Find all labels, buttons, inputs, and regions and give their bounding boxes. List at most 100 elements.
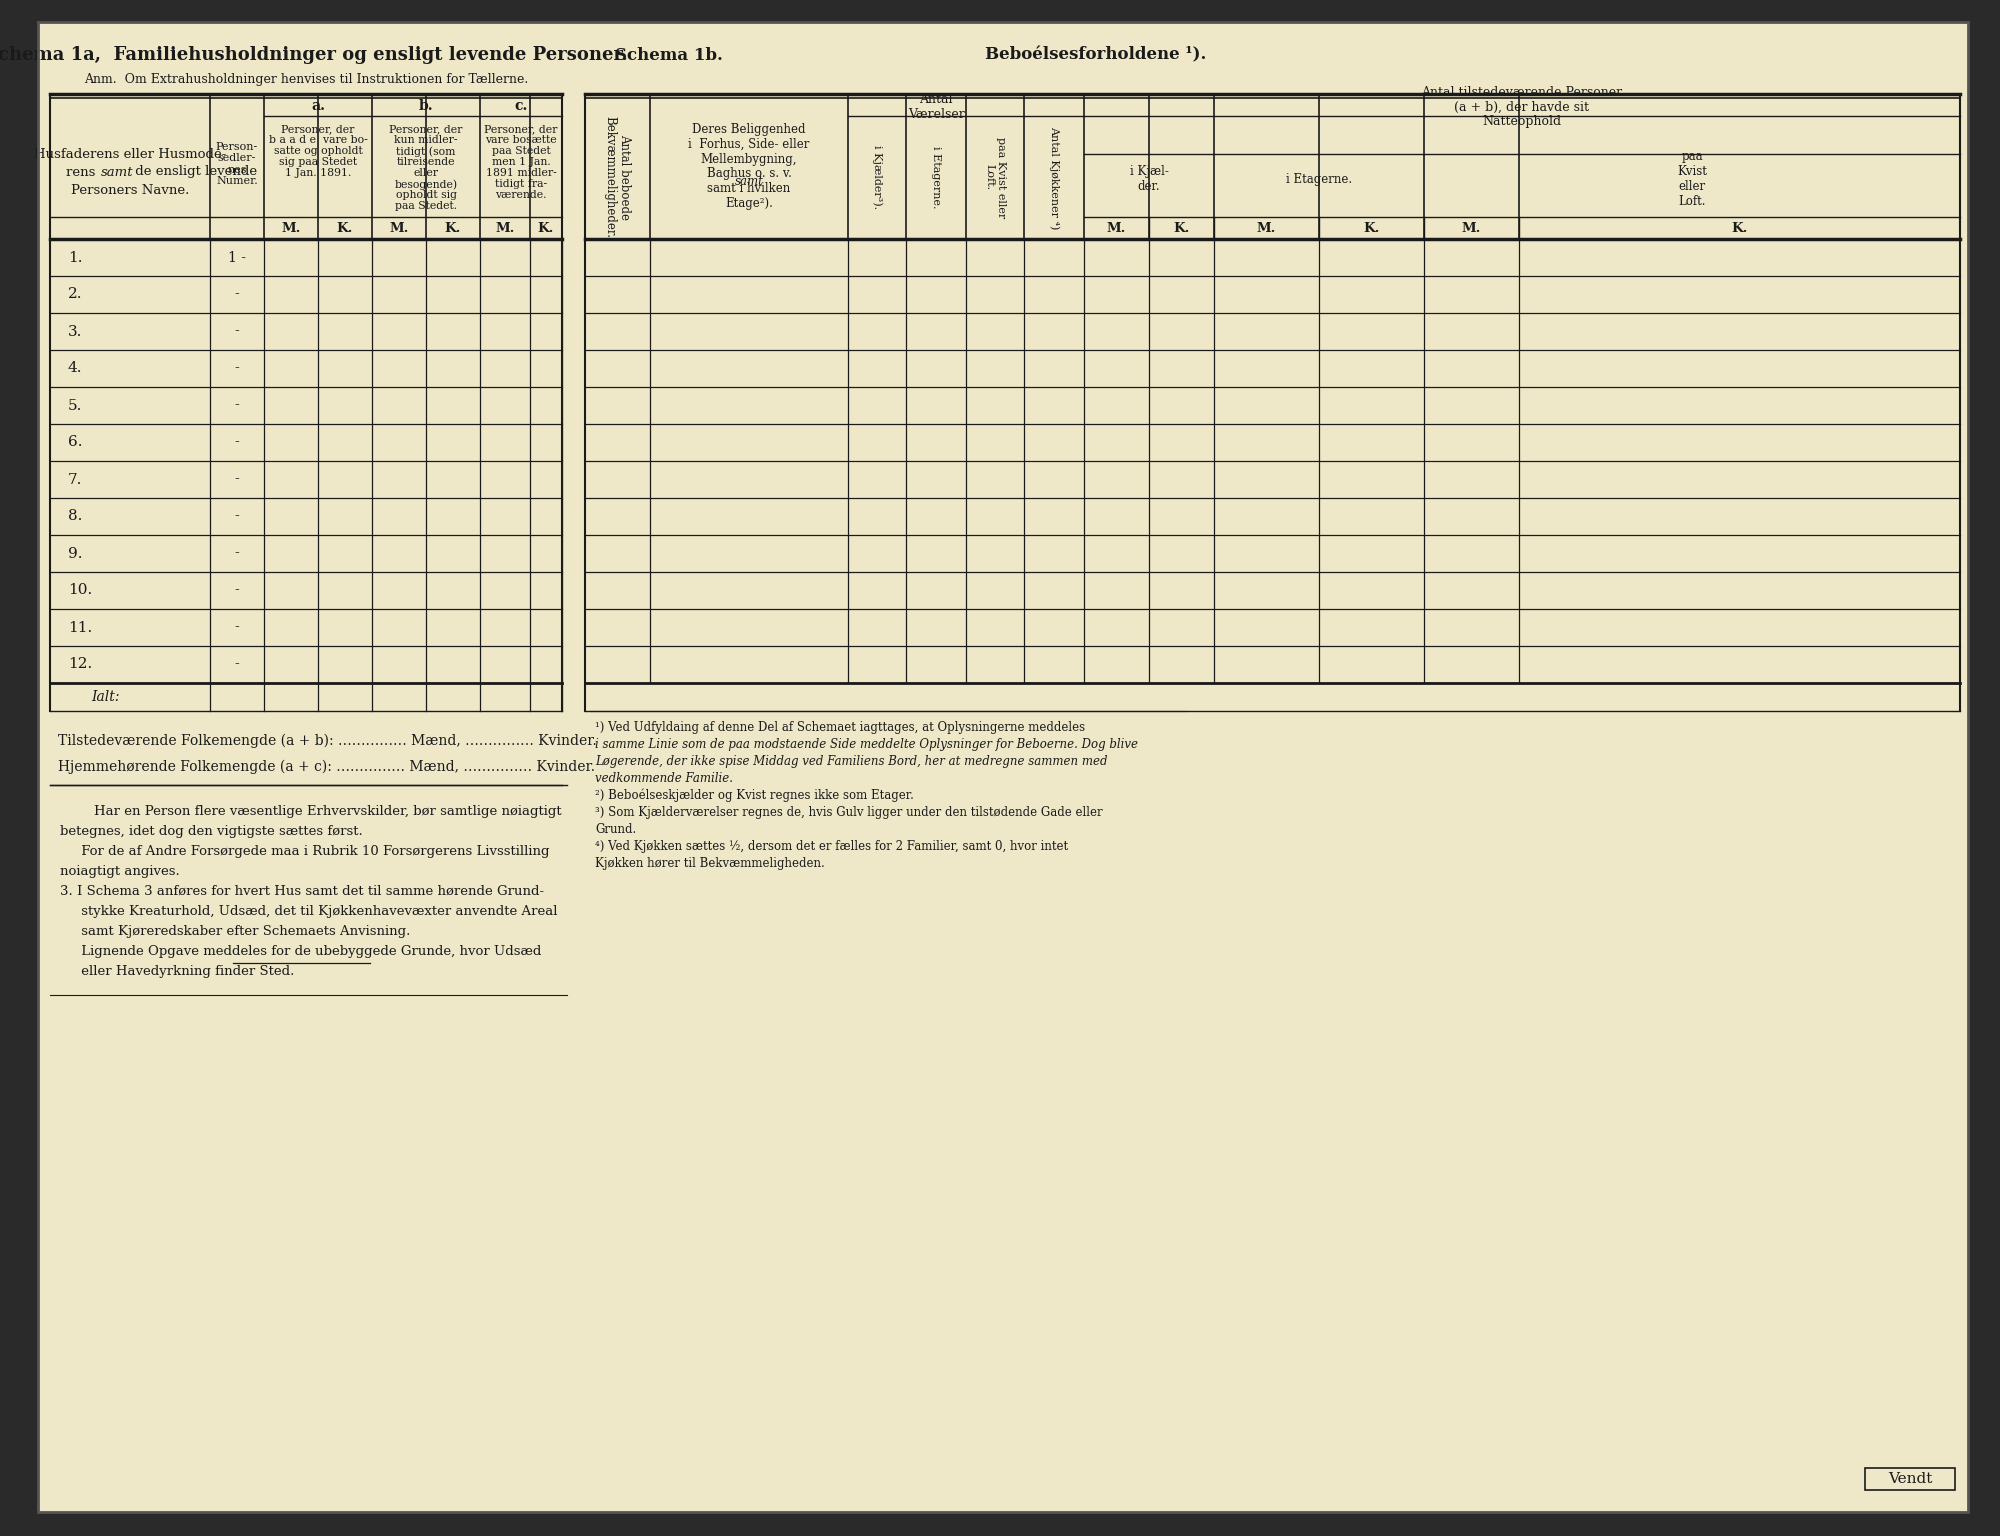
Text: 9.: 9. [68,547,82,561]
Text: paa Stedet: paa Stedet [492,146,550,157]
Text: b a a d e  vare bo-: b a a d e vare bo- [268,135,368,144]
Text: eller Havedyrkning finder Sted.: eller Havedyrkning finder Sted. [60,965,294,978]
Text: M.: M. [390,221,408,235]
Text: Grund.: Grund. [596,823,636,836]
Text: tidigt (som: tidigt (som [396,146,456,157]
Text: sig paa Stedet: sig paa Stedet [278,157,358,167]
Text: 8.: 8. [68,510,82,524]
Text: i Kjæl-
der.: i Kjæl- der. [1130,164,1168,194]
Text: vedkommende Familie.: vedkommende Familie. [596,773,732,785]
Text: 1 -: 1 - [228,250,246,264]
Text: K.: K. [336,221,354,235]
Text: værende.: værende. [496,190,546,200]
Text: i Kjælder³).: i Kjælder³). [872,146,882,209]
Text: Anm.  Om Extrahusholdninger henvises til Instruktionen for Tællerne.: Anm. Om Extrahusholdninger henvises til … [84,74,528,86]
Text: Personer, der: Personer, der [484,124,558,134]
Text: M.: M. [1462,221,1482,235]
Text: M.: M. [1106,221,1126,235]
Text: K.: K. [1732,221,1748,235]
Text: tilreisende: tilreisende [396,157,456,167]
Text: i Etagerne.: i Etagerne. [1286,172,1352,186]
Text: 7.: 7. [68,473,82,487]
Text: -: - [234,398,240,413]
Text: ³) Som Kjælderværelser regnes de, hvis Gulv ligger under den tilstødende Gade el: ³) Som Kjælderværelser regnes de, hvis G… [596,806,1102,819]
Text: Antal beboede
Bekvæmmeligheder.: Antal beboede Bekvæmmeligheder. [604,115,632,238]
Text: paa Kvist eller
Loft.: paa Kvist eller Loft. [984,137,1006,218]
Text: -: - [234,473,240,487]
Text: -: - [234,621,240,634]
Text: de ensligt levende: de ensligt levende [132,166,258,178]
Text: -: - [234,547,240,561]
Text: besogende): besogende) [394,180,458,189]
Text: a.: a. [312,98,324,114]
Text: 10.: 10. [68,584,92,598]
Text: -: - [234,324,240,338]
Text: M.: M. [1256,221,1276,235]
Text: K.: K. [538,221,554,235]
Text: Ialt:: Ialt: [90,690,120,703]
Text: Antal tilstedeværende Personer
(a + b), der havde sit
Natteophold: Antal tilstedeværende Personer (a + b), … [1422,86,1622,129]
Text: Personers Navne.: Personers Navne. [70,183,190,197]
Text: Kjøkken hører til Bekvæmmeligheden.: Kjøkken hører til Bekvæmmeligheden. [596,857,824,869]
Text: Har en Person flere væsentlige Erhvervskilder, bør samtlige nøiagtigt: Har en Person flere væsentlige Erhvervsk… [60,805,562,819]
Text: 1 Jan. 1891.: 1 Jan. 1891. [284,167,352,178]
Text: Personer, der: Personer, der [282,124,354,134]
Text: stykke Kreaturhold, Udsæd, det til Kjøkkenhavevæxter anvendte Areal: stykke Kreaturhold, Udsæd, det til Kjøkk… [60,905,558,919]
Text: Antal Kjøkkener ⁴): Antal Kjøkkener ⁴) [1048,126,1060,229]
Text: M.: M. [496,221,514,235]
Text: betegnes, idet dog den vigtigste sættes først.: betegnes, idet dog den vigtigste sættes … [60,825,362,839]
Text: 4.: 4. [68,361,82,375]
Text: For de af Andre Forsørgede maa i Rubrik 10 Forsørgerens Livsstilling: For de af Andre Forsørgede maa i Rubrik … [60,845,550,859]
Text: samt: samt [100,166,134,178]
Text: ²) Beboélseskjælder og Kvist regnes ikke som Etager.: ²) Beboélseskjælder og Kvist regnes ikke… [596,790,914,802]
Text: K.: K. [444,221,462,235]
Text: 11.: 11. [68,621,92,634]
Text: -: - [234,584,240,598]
Text: men 1 Jan.: men 1 Jan. [492,157,550,167]
Text: 5.: 5. [68,398,82,413]
Text: b.: b. [418,98,434,114]
Text: Schema 1a,  Familiehusholdninger og ensligt levende Personer.: Schema 1a, Familiehusholdninger og ensli… [0,46,628,65]
Text: -: - [234,510,240,524]
Text: rens: rens [66,166,100,178]
Text: samt: samt [734,175,764,187]
Text: kun midler-: kun midler- [394,135,458,144]
Text: vare bosætte: vare bosætte [486,135,556,144]
Text: Lignende Opgave meddeles for de ubebyggede Grunde, hvor Udsæd: Lignende Opgave meddeles for de ubebygge… [60,945,542,958]
Text: K.: K. [1174,221,1190,235]
Text: Antal
Værelser: Antal Værelser [908,94,964,121]
Text: Deres Beliggenhed
i  Forhus, Side- eller
Mellembygning,
Baghus o. s. v.
samt i h: Deres Beliggenhed i Forhus, Side- eller … [688,123,810,210]
Text: paa
Kvist
eller
Loft.: paa Kvist eller Loft. [1678,151,1706,207]
Text: Tilstedeværende Folkemengde (a + b): …………… Mænd, …………… Kvinder.: Tilstedeværende Folkemengde (a + b): ………… [58,734,596,748]
Text: satte og opholdt: satte og opholdt [274,146,362,157]
Text: tidigt fra-: tidigt fra- [494,180,548,189]
Text: paa Stedet.: paa Stedet. [394,201,458,210]
Text: Husfaderens eller Husmode-: Husfaderens eller Husmode- [34,147,226,160]
Text: eller: eller [414,167,438,178]
Text: Person-
sedler-
nes
Numer.: Person- sedler- nes Numer. [216,141,258,186]
Text: i Etagerne.: i Etagerne. [932,146,942,209]
Text: -: - [234,657,240,671]
Text: Hjemmehørende Folkemengde (a + c): …………… Mænd, …………… Kvinder.: Hjemmehørende Folkemengde (a + c): ……………… [58,760,596,774]
Text: -: - [234,436,240,450]
Text: i samme Linie som de paa modstaende Side meddelte Oplysninger for Beboerne. Dog : i samme Linie som de paa modstaende Side… [596,737,1138,751]
Text: -: - [234,361,240,375]
Text: Personer, der: Personer, der [390,124,462,134]
Text: 3. I Schema 3 anføres for hvert Hus samt det til samme hørende Grund-: 3. I Schema 3 anføres for hvert Hus samt… [60,885,544,899]
Text: 12.: 12. [68,657,92,671]
Text: ⁴) Ved Kjøkken sættes ½, dersom det er fælles for 2 Familier, samt 0, hvor intet: ⁴) Ved Kjøkken sættes ½, dersom det er f… [596,840,1068,852]
Text: 3.: 3. [68,324,82,338]
Text: 6.: 6. [68,436,82,450]
Text: Beboélsesforholdene ¹).: Beboélsesforholdene ¹). [984,46,1206,63]
Text: c.: c. [514,98,528,114]
Text: K.: K. [1364,221,1380,235]
Text: Løgerende, der ikke spise Middag ved Familiens Bord, her at medregne sammen med: Løgerende, der ikke spise Middag ved Fam… [596,756,1108,768]
Text: Vendt: Vendt [1888,1471,1932,1485]
Text: noiagtigt angives.: noiagtigt angives. [60,865,180,879]
Text: 1.: 1. [68,250,82,264]
Text: Schema 1b.: Schema 1b. [616,46,722,63]
Text: samt Kjøreredskaber efter Schemaets Anvisning.: samt Kjøreredskaber efter Schemaets Anvi… [60,925,410,938]
Text: 1891 midler-: 1891 midler- [486,167,556,178]
Bar [1864,1468,1956,1490]
Text: M.: M. [282,221,300,235]
